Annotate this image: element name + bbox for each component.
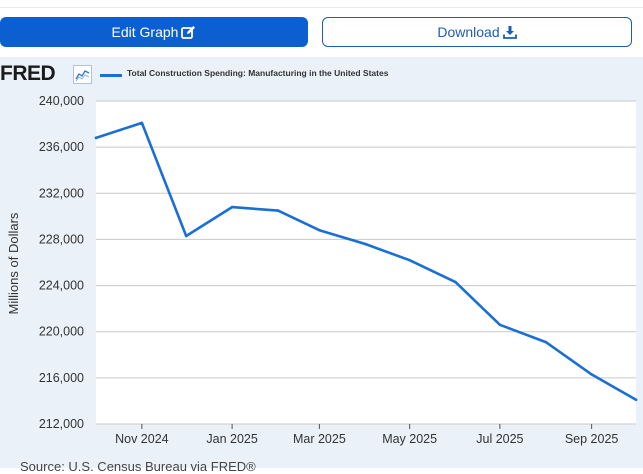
plot-area	[96, 101, 636, 424]
line-chart-icon[interactable]	[73, 65, 92, 84]
x-tick-label: May 2025	[382, 432, 437, 446]
data-point	[498, 323, 502, 327]
data-point	[364, 242, 367, 246]
top-divider	[0, 7, 643, 8]
data-point	[634, 398, 638, 402]
x-tick-label: Mar 2025	[293, 432, 346, 446]
data-point	[408, 258, 411, 262]
fred-logo: FRED	[0, 62, 56, 85]
download-label: Download	[437, 24, 500, 40]
data-point	[94, 136, 98, 140]
y-axis-label: Millions of Dollars	[6, 212, 21, 314]
edit-graph-button[interactable]: Edit Graph	[0, 17, 308, 47]
data-point	[544, 340, 548, 344]
y-tick-label: 228,000	[39, 232, 84, 246]
data-point	[184, 234, 188, 238]
data-point	[318, 228, 321, 232]
y-tick-label: 236,000	[39, 140, 84, 154]
x-tick-label: Jul 2025	[476, 432, 523, 446]
data-point	[590, 373, 593, 376]
y-tick-label: 212,000	[39, 417, 84, 431]
edit-icon	[181, 25, 196, 39]
x-tick-label: Sep 2025	[565, 432, 619, 446]
download-button[interactable]: Download	[322, 17, 632, 47]
y-tick-label: 224,000	[39, 279, 84, 293]
x-tick-label: Jan 2025	[206, 432, 257, 446]
y-tick-label: 240,000	[39, 94, 84, 108]
legend-swatch	[100, 74, 122, 77]
data-point	[140, 121, 144, 125]
data-point	[230, 205, 234, 209]
x-tick-label: Nov 2024	[115, 432, 169, 446]
source-note: Source: U.S. Census Bureau via FRED®	[20, 459, 256, 474]
edit-graph-label: Edit Graph	[111, 24, 179, 40]
download-icon	[502, 25, 517, 39]
y-tick-label: 216,000	[39, 371, 84, 385]
legend-label: Total Construction Spending: Manufacturi…	[127, 68, 389, 78]
y-tick-label: 232,000	[39, 186, 84, 200]
y-tick-label: 220,000	[39, 325, 84, 339]
data-point	[454, 280, 457, 284]
data-point	[276, 209, 280, 212]
